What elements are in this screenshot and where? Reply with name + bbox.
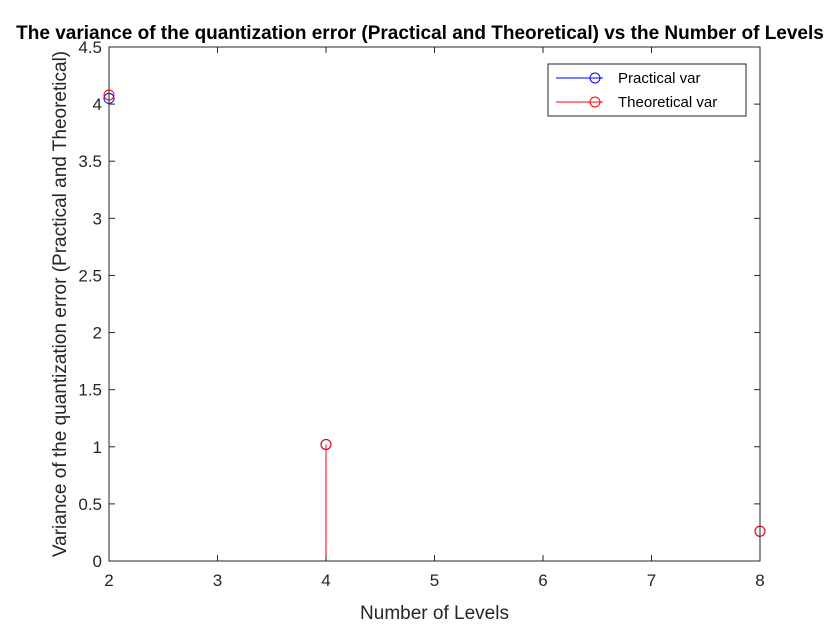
legend: Practical var Theoretical var (547, 63, 747, 117)
x-axis-label: Number of Levels (360, 603, 509, 624)
y-axis-ticks: 0 0.5 1 1.5 2 2.5 3 3.5 4 4.5 (78, 38, 760, 571)
y-tick-label: 3.5 (78, 152, 102, 171)
y-tick-label: 2 (93, 324, 102, 343)
y-tick-label: 3 (93, 209, 102, 228)
y-tick-label: 4 (93, 95, 102, 114)
legend-box (547, 63, 747, 117)
stem-marker (320, 438, 332, 450)
y-tick-label: 1.5 (78, 381, 102, 400)
x-tick-label: 4 (321, 571, 330, 590)
plot-area (109, 47, 760, 561)
x-tick-label: 3 (213, 571, 222, 590)
x-tick-label: 6 (538, 571, 547, 590)
legend-marker (589, 96, 601, 108)
legend-entry: Practical var (556, 70, 701, 87)
legend-label: Theoretical var (618, 94, 717, 111)
y-axis-label: Variance of the quantization error (Prac… (50, 51, 71, 557)
x-tick-label: 5 (430, 571, 439, 590)
x-tick-label: 2 (104, 571, 113, 590)
x-axis-ticks: 2 3 4 5 6 7 8 (104, 47, 765, 590)
y-tick-label: 1 (93, 438, 102, 457)
chart-title: The variance of the quantization error (… (16, 23, 824, 44)
y-tick-label: 0.5 (78, 495, 102, 514)
legend-entry: Theoretical var (556, 94, 717, 111)
y-tick-label: 0 (93, 552, 102, 571)
legend-entries: Practical var Theoretical var (556, 70, 717, 111)
y-tick-label: 4.5 (78, 38, 102, 57)
y-tick-label: 2.5 (78, 266, 102, 285)
legend-marker (589, 72, 601, 84)
x-tick-label: 8 (755, 571, 764, 590)
legend-label: Practical var (618, 70, 701, 87)
x-tick-label: 7 (647, 571, 656, 590)
